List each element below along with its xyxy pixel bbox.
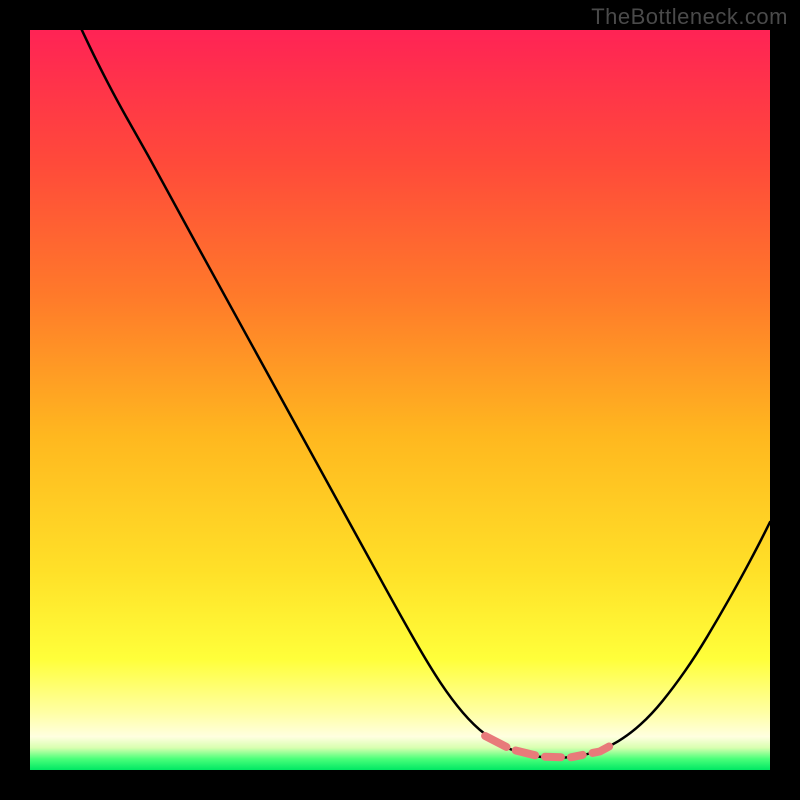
chart-canvas: TheBottleneck.com <box>0 0 800 800</box>
plot-svg <box>30 30 770 770</box>
plot-area <box>30 30 770 770</box>
watermark-text: TheBottleneck.com <box>591 4 788 30</box>
